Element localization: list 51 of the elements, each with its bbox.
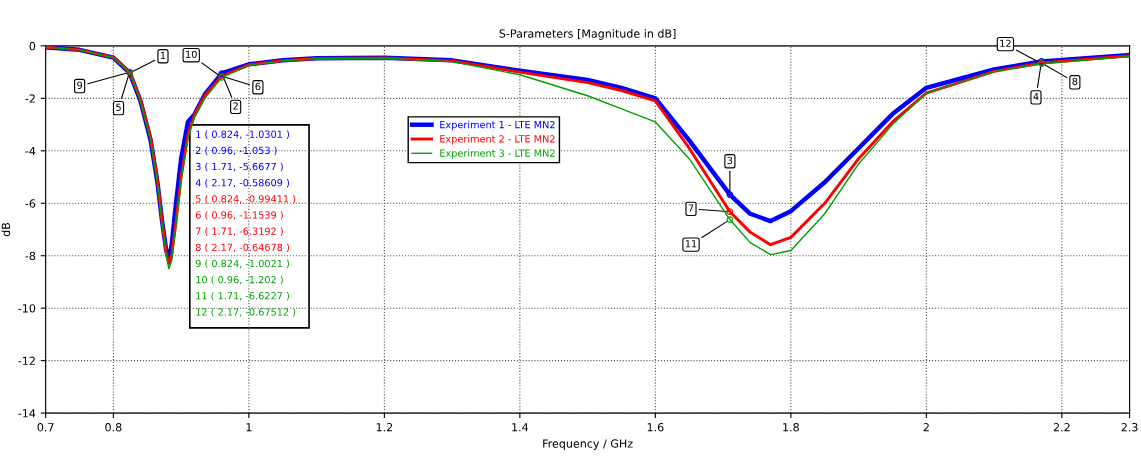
annotation: 6 [255, 82, 261, 91]
x-tick-label: 2.3 [1121, 423, 1138, 432]
annotation: 8 [1072, 77, 1078, 86]
y-tick-label: -2 [25, 94, 35, 103]
annotation: 5 [116, 103, 121, 111]
annotation: 9 [77, 81, 83, 89]
annotation: 4 [1033, 92, 1039, 101]
y-tick-label: -8 [25, 251, 36, 261]
x-tick-label: 1.6 [647, 423, 664, 432]
y-tick-label: -12 [18, 356, 35, 365]
y-tick-label: -14 [18, 409, 36, 418]
annotation: 11 [685, 240, 697, 248]
annotation: 3 ( 1.71, -5.6677 ) [195, 162, 283, 172]
annotation: 5 ( 0.824, -0.99411 ) [195, 194, 296, 204]
x-tick-label: 0.8 [105, 423, 122, 432]
annotation: 7 ( 1.71, -6.3192 ) [196, 227, 283, 236]
annotation: 2 ( 0.96, -1.053 ) [195, 146, 277, 156]
legend-label: Experiment 1 - LTE MN2 [440, 120, 555, 131]
annotation: 12 ( 2.17, -0.67512 ) [196, 308, 296, 317]
annotation: 10 [186, 50, 197, 59]
annotation: 1 [160, 51, 166, 59]
annotation: 3 [727, 156, 733, 165]
annotation: 1 ( 0.824, -1.0301 ) [196, 130, 289, 140]
annotation: 6 ( 0.96, -1.1539 ) [195, 211, 283, 220]
x-tick-label: 2 [923, 423, 929, 432]
y-tick-label: -10 [18, 304, 36, 313]
annotation: 10 ( 0.96, -1.202 ) [196, 275, 283, 285]
annotation: 7 [688, 204, 694, 212]
point [726, 191, 734, 198]
annotation: 4 ( 2.17, -0.58609 ) [195, 178, 289, 188]
x-tick-label: 0.7 [37, 423, 54, 432]
chart-title: S-Parameters [Magnitude in dB] [499, 29, 676, 40]
legend-label: Experiment 3 - LTE MN2 [440, 149, 555, 159]
annotation: 9 ( 0.824, -1.0021 ) [195, 259, 289, 269]
x-tick-label: 1.2 [376, 423, 393, 432]
annotation: 11 ( 1.71, -6.6227 ) [196, 291, 289, 301]
annotation: 2 [233, 102, 238, 110]
x-tick-label: 2.2 [1053, 423, 1070, 432]
annotation: 8 ( 2.17, -0.64678 ) [195, 243, 289, 253]
y-axis-title: dB [1, 222, 11, 237]
x-axis-title: Frequency / GHz [543, 439, 633, 450]
point [726, 208, 734, 215]
annotation: 12 [1000, 39, 1011, 47]
y-tick-label: -6 [25, 199, 36, 208]
legend-label: Experiment 2 - LTE MN2 [440, 135, 555, 145]
y-tick-label: -4 [25, 146, 36, 156]
x-tick-label: 1.8 [783, 423, 799, 432]
y-tick-label: 0 [29, 41, 36, 51]
x-tick-label: 1 [246, 423, 252, 432]
x-tick-label: 1.4 [512, 423, 529, 432]
point [726, 216, 734, 223]
